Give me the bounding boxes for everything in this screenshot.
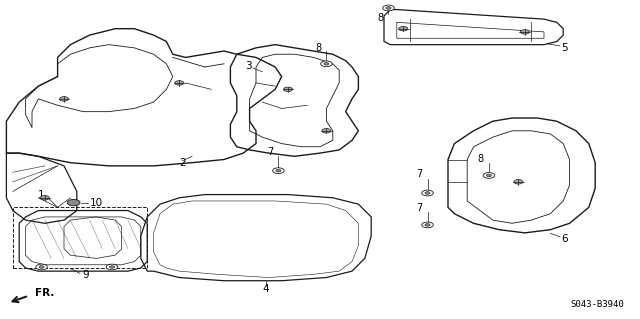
Circle shape xyxy=(109,266,115,268)
Bar xyxy=(13,207,147,268)
Text: S043-B3940: S043-B3940 xyxy=(570,300,624,309)
Circle shape xyxy=(386,7,391,9)
Text: 7: 7 xyxy=(416,169,422,180)
Circle shape xyxy=(483,173,495,178)
Circle shape xyxy=(425,224,430,226)
Text: 7: 7 xyxy=(267,147,273,157)
Circle shape xyxy=(322,129,331,133)
Text: 10: 10 xyxy=(90,197,103,208)
Circle shape xyxy=(36,264,47,270)
Circle shape xyxy=(40,196,49,200)
Text: 4: 4 xyxy=(262,284,269,294)
Circle shape xyxy=(273,168,284,174)
Circle shape xyxy=(284,87,292,92)
Text: 2: 2 xyxy=(179,158,186,168)
Text: FR.: FR. xyxy=(35,288,54,299)
Circle shape xyxy=(276,169,281,172)
Circle shape xyxy=(399,26,408,31)
Circle shape xyxy=(321,61,332,67)
Circle shape xyxy=(106,264,118,270)
Circle shape xyxy=(422,222,433,228)
Circle shape xyxy=(39,266,44,268)
Circle shape xyxy=(514,180,523,184)
Text: 5: 5 xyxy=(561,43,568,53)
Text: 8: 8 xyxy=(477,154,483,164)
Text: 6: 6 xyxy=(561,234,568,244)
Text: 7: 7 xyxy=(416,203,422,213)
Circle shape xyxy=(422,190,433,196)
Text: 8: 8 xyxy=(377,12,383,23)
Text: 1: 1 xyxy=(38,189,45,200)
Circle shape xyxy=(175,81,184,85)
Circle shape xyxy=(425,192,430,194)
Circle shape xyxy=(60,97,68,101)
Circle shape xyxy=(324,63,329,65)
Text: 8: 8 xyxy=(315,42,321,53)
Circle shape xyxy=(520,30,529,34)
Circle shape xyxy=(383,5,394,11)
Text: 3: 3 xyxy=(245,61,252,71)
Circle shape xyxy=(67,199,80,206)
Circle shape xyxy=(486,174,492,177)
Text: 9: 9 xyxy=(82,270,88,280)
